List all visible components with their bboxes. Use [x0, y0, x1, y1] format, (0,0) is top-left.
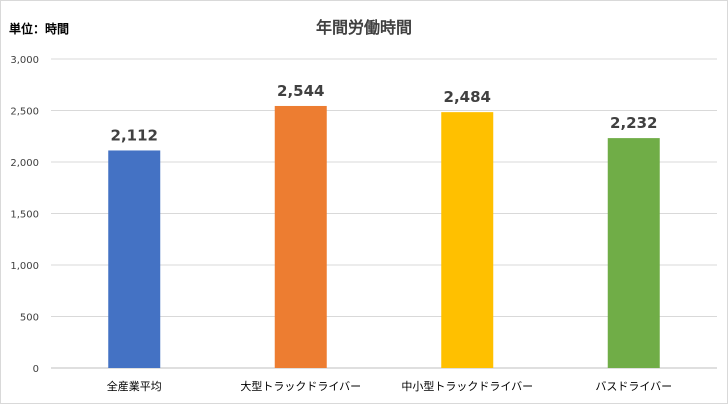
data-label: 2,544: [277, 82, 324, 100]
y-tick-label: 3,000: [10, 55, 39, 66]
category-label: 大型トラックドライバー: [240, 379, 361, 393]
category-label: 全産業平均: [107, 379, 162, 393]
category-label: 中小型トラックドライバー: [401, 379, 533, 393]
bar: [607, 138, 660, 368]
y-tick-label: 2,500: [10, 107, 39, 118]
unit-label: 単位：時間: [9, 21, 69, 36]
data-label: 2,232: [610, 114, 657, 132]
bars: [108, 105, 660, 368]
bar: [441, 112, 494, 368]
bar: [108, 150, 161, 368]
bar: [274, 105, 327, 368]
data-label: 2,484: [444, 88, 491, 106]
gridlines: [51, 58, 717, 369]
data-label: 2,112: [111, 126, 158, 144]
y-tick-label: 2,000: [10, 158, 39, 169]
y-tick-label: 1,500: [10, 210, 39, 221]
y-tick-label: 0: [33, 364, 39, 375]
y-tick-label: 500: [20, 313, 39, 324]
chart-title: 年間労働時間: [316, 18, 412, 37]
y-tick-label: 1,000: [10, 261, 39, 272]
category-label: バスドライバー: [595, 380, 672, 393]
labels: 0 500 1,000 1,500 2,000 2,500 3,000 2,112 全産業平均 2…: [10, 55, 672, 393]
